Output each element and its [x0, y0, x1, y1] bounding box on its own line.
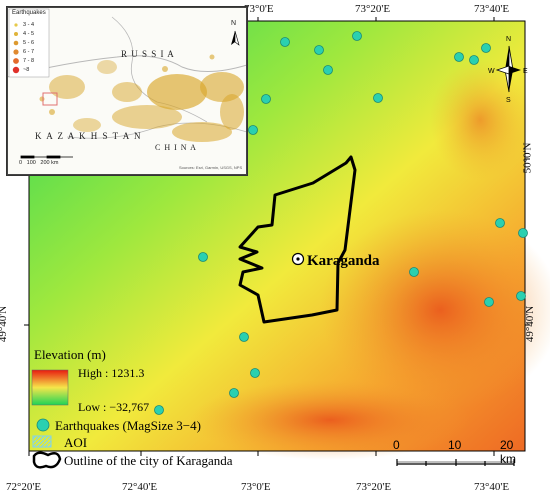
- legend-low-label: Low : −32,767: [78, 400, 150, 414]
- earthquake-points: [154, 31, 528, 415]
- inset-north-arrow: [231, 30, 240, 46]
- inset-legend-item: 5 - 6: [23, 40, 35, 46]
- lon-label-top-2: 73°20'E: [355, 3, 391, 15]
- high-elevation-area: [320, 210, 550, 410]
- inset-frame: [7, 7, 247, 175]
- north-arrow-n: N: [506, 36, 511, 43]
- scale-bar-labels: 0 10 20 km: [380, 435, 530, 475]
- earthquake-point: [261, 94, 271, 104]
- inset-scale-label: 0 100 200 km: [19, 160, 59, 166]
- inset-country-kazakhstan: K A Z A K H S T A N: [35, 131, 142, 141]
- lon-label-bottom-1: 72°20'E: [6, 481, 42, 493]
- earthquake-point: [154, 405, 164, 415]
- north-arrow-s: S: [506, 97, 511, 104]
- legend-high-label: High : 1231.3: [78, 366, 145, 380]
- karaganda-city-outline: [238, 155, 357, 324]
- scale-tick-20: 20 km: [500, 438, 516, 466]
- earthquake-point: [484, 297, 494, 307]
- lon-label-bottom-5: 73°40'E: [474, 481, 510, 493]
- earthquake-point: [469, 55, 479, 65]
- earthquake-point: [280, 37, 290, 47]
- inset-country-russia: R U S S I A: [121, 49, 175, 59]
- overview-inset-map: Earthquakes 3 - 4 4 - 5 5 - 6 6 - 7 7 - …: [6, 6, 248, 176]
- north-arrow-e: E: [523, 68, 528, 75]
- legend-aoi-label: AOI: [64, 435, 88, 450]
- lat-label-left-1: 49°40'N: [0, 305, 10, 343]
- legend-elevation-ramp: [31, 369, 69, 406]
- earthquake-point: [250, 368, 260, 378]
- lat-label-right-1: 50°0'N: [521, 142, 534, 174]
- scale-bar: [396, 459, 515, 466]
- legend-quake-label: Earthquakes (MagSize 3−4): [55, 418, 201, 433]
- map-legend: Elevation (m) High : 1231.3 Low : −32,76…: [30, 343, 330, 481]
- inset-north-label: N: [231, 20, 237, 27]
- inset-legend-item: 7 - 8: [23, 58, 35, 64]
- earthquake-point: [518, 228, 528, 238]
- earthquake-point: [495, 218, 505, 228]
- earthquake-point: [373, 93, 383, 103]
- inset-aoi-box: [42, 92, 58, 106]
- scale-tick-10: 10: [448, 438, 462, 452]
- high-elevation-area: [190, 380, 470, 460]
- inset-legend-title: Earthquakes: [12, 10, 46, 16]
- earthquake-point: [481, 43, 491, 53]
- earthquake-point: [454, 52, 464, 62]
- earthquake-point: [409, 267, 419, 277]
- earthquake-point: [239, 332, 249, 342]
- legend-outline-symbol: [32, 451, 62, 469]
- earthquake-point: [229, 388, 239, 398]
- legend-aoi-symbol: [32, 435, 52, 448]
- inset-legend-symbols: [12, 23, 20, 74]
- inset-map-canvas: [7, 7, 247, 175]
- lon-label-top-3: 73°40'E: [474, 3, 510, 15]
- lon-label-bottom-3: 73°0'E: [241, 481, 271, 493]
- lat-label-right-2: 49°40'N: [524, 305, 537, 343]
- inset-earthquake-clusters: [39, 54, 244, 142]
- graticule-ticks: [24, 17, 530, 456]
- north-arrow-w: W: [488, 68, 495, 75]
- inset-country-china: C H I N A: [155, 143, 197, 152]
- legend-elevation-title: Elevation (m): [34, 347, 106, 362]
- north-arrow: N E W S: [488, 36, 528, 104]
- inset-legend-item: 4 - 5: [23, 31, 35, 37]
- earthquake-point: [352, 31, 362, 41]
- legend-quake-symbol: [36, 418, 50, 432]
- lon-label-bottom-2: 72°40'E: [122, 481, 158, 493]
- earthquake-point: [198, 252, 208, 262]
- city-label: Karaganda: [307, 253, 380, 269]
- high-elevation-area: [430, 60, 530, 180]
- inset-scale-bar: [20, 155, 73, 159]
- inset-credit: Sources: Esri, Garmin, USGS, NPS: [179, 165, 243, 170]
- scale-tick-0: 0: [393, 438, 400, 452]
- karaganda-city-marker: [291, 252, 305, 266]
- earthquake-point: [314, 45, 324, 55]
- inset-legend-item: 6 - 7: [23, 49, 35, 55]
- inset-legend-item: ~8: [23, 67, 30, 73]
- lon-label-top-1: 73°0'E: [244, 3, 274, 15]
- earthquake-point: [248, 125, 258, 135]
- earthquake-point: [516, 291, 526, 301]
- earthquake-point: [323, 65, 333, 75]
- legend-outline-label: Outline of the city of Karaganda: [64, 453, 233, 468]
- inset-legend-item: 3 - 4: [23, 22, 35, 28]
- inset-legend-box: [8, 8, 50, 78]
- lon-label-bottom-4: 73°20'E: [356, 481, 392, 493]
